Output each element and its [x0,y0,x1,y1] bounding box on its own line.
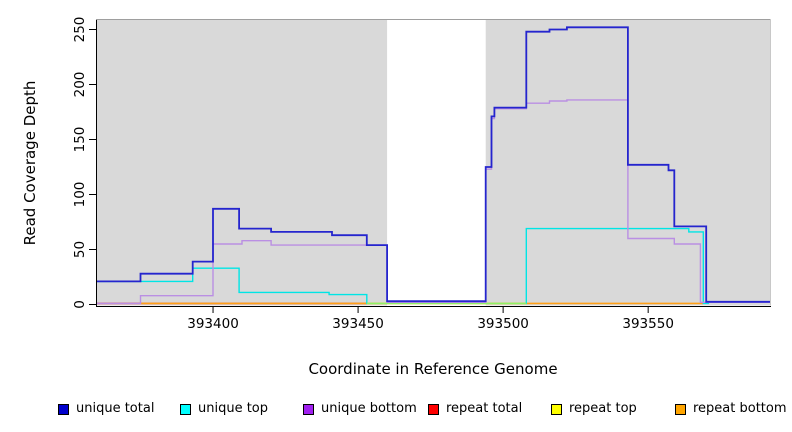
legend-swatch-repeat-bottom [675,404,686,415]
x-tick-label: 393550 [622,316,674,332]
legend-swatch-unique-top [180,404,191,415]
x-axis-title: Coordinate in Reference Genome [308,360,558,378]
y-tick-label: 250 [72,17,88,43]
line-unique-bottom [97,99,770,305]
legend-label-repeat-total: repeat total [446,401,523,416]
legend-label-repeat-top: repeat top [569,401,637,416]
legend-swatch-repeat-total [428,404,439,415]
legend-label-unique-bottom: unique bottom [321,401,417,416]
x-tick-label: 393500 [477,316,529,332]
legend-label-unique-total: unique total [76,401,155,416]
x-tick-label: 393400 [187,316,239,332]
legend-label-unique-top: unique top [198,401,269,416]
line-unique-total [97,26,770,303]
x-tick-label: 393450 [332,316,384,332]
legend-swatch-unique-total [58,404,69,415]
y-tick-label: 0 [72,300,88,309]
legend-swatch-repeat-top [551,404,562,415]
coverage-chart: 393400 393450 393500 393550 0 50 100 150 200 250 [72,17,771,332]
y-tick-label: 50 [72,241,88,258]
y-tick-label: 100 [72,182,88,208]
plot-background-left [97,20,388,306]
y-axis-title: Read Coverage Depth [21,80,39,246]
legend-swatch-unique-bottom [303,404,314,415]
legend-label-repeat-bottom: repeat bottom [693,401,787,416]
y-tick-label: 150 [72,127,88,153]
y-tick-label: 200 [72,72,88,98]
line-unique-top [97,227,710,305]
